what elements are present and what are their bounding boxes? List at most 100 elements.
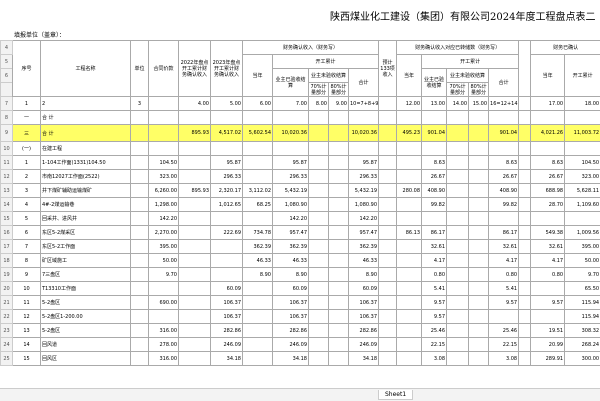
cell: 5-2盘区 [41,324,131,338]
cell: 6 [13,226,41,240]
cell [179,111,211,125]
cell: 34.18 [273,352,309,366]
cell [469,125,489,142]
cell [329,198,349,212]
cell: 12.00 [397,97,422,111]
cell: 282.86 [273,324,309,338]
cell [179,352,211,366]
cell: 矿区域施工 [41,254,131,268]
header-cell: 80%计量部分 [329,83,349,97]
cell [531,111,565,125]
cell: 549.38 [531,226,565,240]
cell: 20.99 [531,338,565,352]
cell: 2 [41,97,131,111]
cell [131,324,149,338]
cell [131,310,149,324]
table-row: 10(一)在建工程 [1,142,600,156]
cell [397,282,422,296]
cell: 106.37 [273,296,309,310]
cell: 26.67 [489,170,519,184]
cell [379,212,397,226]
cell [469,324,489,338]
cell: 46.33 [243,254,273,268]
cell [211,212,243,226]
cell [397,254,422,268]
cell [519,296,531,310]
cell [397,240,422,254]
cell: 3.08 [422,352,447,366]
cell [397,198,422,212]
cell: 9.57 [531,296,565,310]
cell: 957.47 [273,226,309,240]
cell [309,212,329,226]
row-number: 7 [1,97,13,111]
cell: 86.13 [397,226,422,240]
cell: 7三盘区 [41,268,131,282]
cell: 142.20 [273,212,309,226]
cell: T13310工作面 [41,282,131,296]
cell [519,184,531,198]
cell [149,125,179,142]
cell [379,324,397,338]
cell [131,184,149,198]
cell: 8.63 [422,156,447,170]
header-cell: 2023年盘点开工累计财务确认收入 [211,41,243,97]
cell [329,282,349,296]
cell: 4.17 [422,254,447,268]
cell: 690.00 [149,296,179,310]
cell [243,142,273,156]
cell: 296.33 [349,170,379,184]
cell [243,111,273,125]
cell: 9.70 [149,268,179,282]
header-cell: 当年 [397,55,422,97]
cell: 362.39 [273,240,309,254]
cell [447,226,469,240]
cell [379,240,397,254]
cell [379,125,397,142]
cell: 300.00 [565,352,600,366]
cell [469,184,489,198]
sheet-tab[interactable]: Sheet1 [378,390,413,400]
cell [211,142,243,156]
cell [519,310,531,324]
cell [447,352,469,366]
cell [379,142,397,156]
cell: 296.33 [273,170,309,184]
row-number: 20 [1,282,13,296]
row-number: 23 [1,324,13,338]
cell [309,352,329,366]
cell: 8.00 [309,97,329,111]
cell: 142.20 [149,212,179,226]
cell: 5.41 [489,282,519,296]
cell: 957.47 [349,226,379,240]
cell [211,111,243,125]
cell: 15.00 [469,97,489,111]
cell: 11,003.72 [565,125,600,142]
cell: 246.09 [211,338,243,352]
cell: 280.08 [397,184,422,198]
cell [469,111,489,125]
cell: 142.20 [349,212,379,226]
cell: 395.00 [149,240,179,254]
cell [519,324,531,338]
cell: 13.00 [422,97,447,111]
cell: 2 [13,170,41,184]
cell: 15 [13,352,41,366]
cell [243,310,273,324]
cell [397,268,422,282]
cell [329,324,349,338]
cell [131,254,149,268]
cell: 99.82 [422,198,447,212]
cell: 408.90 [489,184,519,198]
row-number: 9 [1,125,13,142]
cell [329,352,349,366]
cell [519,156,531,170]
cell [243,296,273,310]
cell [131,198,149,212]
cell [565,212,600,226]
cell [519,352,531,366]
cell [469,212,489,226]
